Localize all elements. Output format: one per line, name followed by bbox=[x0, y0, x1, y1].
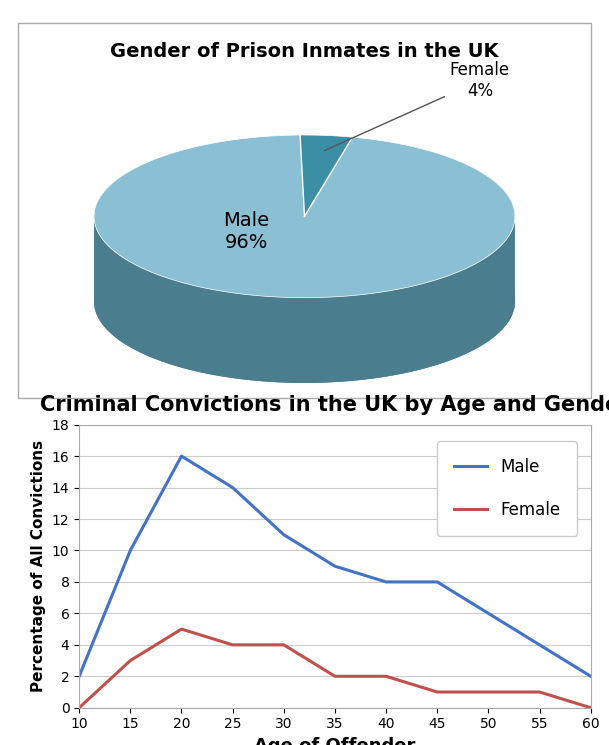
Male bbox=[76, 672, 83, 681]
Male bbox=[485, 609, 492, 618]
Male bbox=[434, 577, 441, 586]
Male bbox=[280, 530, 287, 539]
Male bbox=[536, 641, 543, 650]
Female bbox=[382, 672, 390, 681]
Line: Female: Female bbox=[79, 629, 591, 708]
Female bbox=[587, 703, 594, 712]
Female bbox=[229, 641, 236, 650]
Text: Gender of Prison Inmates in the UK: Gender of Prison Inmates in the UK bbox=[110, 42, 499, 61]
Legend: Male, Female: Male, Female bbox=[437, 442, 577, 536]
Female bbox=[485, 688, 492, 697]
Female bbox=[280, 641, 287, 650]
Y-axis label: Percentage of All Convictions: Percentage of All Convictions bbox=[31, 440, 46, 692]
Male bbox=[127, 546, 134, 555]
Female bbox=[178, 624, 185, 633]
Female bbox=[331, 672, 339, 681]
Polygon shape bbox=[300, 135, 353, 216]
Polygon shape bbox=[94, 135, 515, 298]
Female bbox=[434, 688, 441, 697]
Text: Female
4%: Female 4% bbox=[325, 61, 510, 150]
Male bbox=[178, 451, 185, 460]
Line: Male: Male bbox=[79, 456, 591, 676]
Female bbox=[127, 656, 134, 665]
X-axis label: Age of Offender: Age of Offender bbox=[255, 737, 415, 745]
Polygon shape bbox=[94, 221, 515, 383]
Male bbox=[587, 672, 594, 681]
Polygon shape bbox=[94, 216, 515, 383]
Text: Male
96%: Male 96% bbox=[223, 212, 269, 253]
Female bbox=[536, 688, 543, 697]
Title: Criminal Convictions in the UK by Age and Gender: Criminal Convictions in the UK by Age an… bbox=[40, 395, 609, 415]
Male bbox=[382, 577, 390, 586]
Female bbox=[76, 703, 83, 712]
Male bbox=[331, 562, 339, 571]
Male bbox=[229, 483, 236, 492]
